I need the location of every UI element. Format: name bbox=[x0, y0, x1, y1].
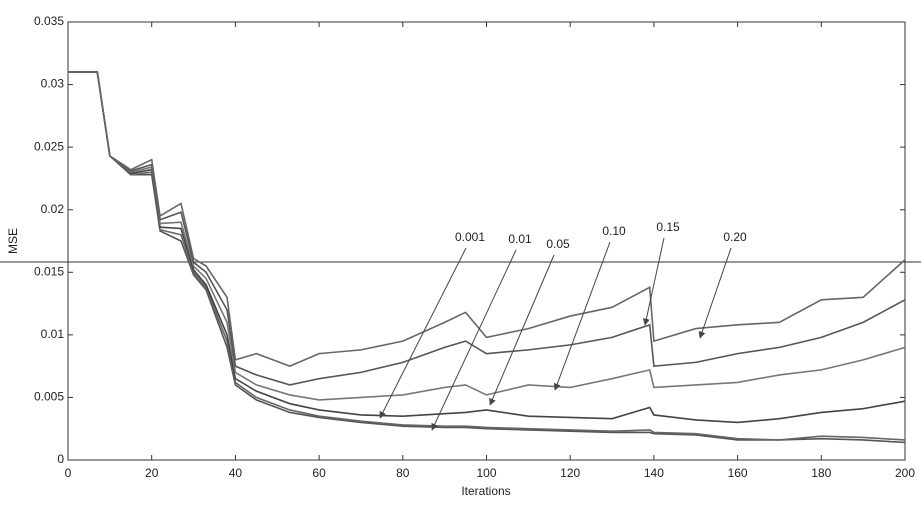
annotation-arrow bbox=[380, 248, 466, 418]
page: {"chart_data": {"type": "line", "x_label… bbox=[0, 0, 921, 506]
x-tick-label: 100 bbox=[476, 466, 496, 480]
x-tick-label: 120 bbox=[560, 466, 580, 480]
y-tick-label: 0.035 bbox=[34, 14, 64, 28]
annotation-arrow bbox=[432, 250, 516, 430]
x-tick-label: 160 bbox=[728, 466, 748, 480]
y-tick-label: 0 bbox=[57, 452, 64, 466]
series-annotation: 0.20 bbox=[723, 230, 747, 244]
y-tick-label: 0.005 bbox=[34, 390, 64, 404]
annotation-arrow bbox=[555, 242, 610, 390]
y-tick-label: 0.02 bbox=[41, 202, 65, 216]
series-line bbox=[68, 72, 905, 400]
x-tick-label: 80 bbox=[396, 466, 410, 480]
annotation-arrow bbox=[645, 238, 664, 325]
y-tick-label: 0.025 bbox=[34, 139, 64, 153]
series-annotation: 0.05 bbox=[546, 237, 570, 251]
x-tick-label: 20 bbox=[145, 466, 159, 480]
series-annotation: 0.15 bbox=[656, 220, 680, 234]
series-line bbox=[68, 72, 905, 422]
x-tick-label: 140 bbox=[644, 466, 664, 480]
y-tick-label: 0.03 bbox=[41, 77, 65, 91]
chart: Iterations MSE 0 0.005 0.01 0.015 0.02 0.025 0… bbox=[0, 0, 921, 506]
x-tick-label: 40 bbox=[229, 466, 243, 480]
annotation-arrow bbox=[490, 255, 554, 405]
series-annotation: 0.10 bbox=[602, 224, 626, 238]
x-tick-label: 200 bbox=[895, 466, 915, 480]
x-tick-label: 180 bbox=[811, 466, 831, 480]
x-axis-label: Iterations bbox=[461, 484, 510, 498]
y-tick-label: 0.015 bbox=[34, 264, 64, 278]
x-tick-label: 60 bbox=[312, 466, 326, 480]
series-annotation: 0.01 bbox=[508, 232, 532, 246]
y-tick-label: 0.01 bbox=[41, 327, 65, 341]
y-axis-label: MSE bbox=[6, 228, 20, 254]
x-tick-label: 0 bbox=[65, 466, 72, 480]
series-annotation: 0.001 bbox=[455, 230, 485, 244]
series-line bbox=[68, 72, 905, 366]
